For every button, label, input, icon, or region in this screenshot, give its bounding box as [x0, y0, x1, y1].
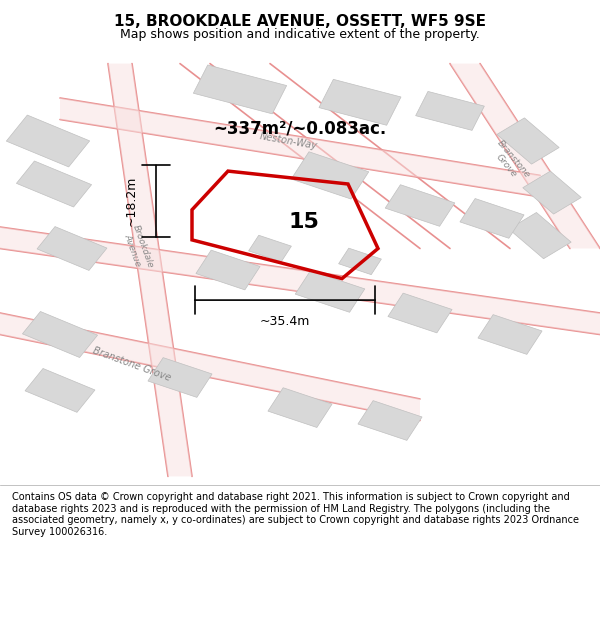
Text: Map shows position and indicative extent of the property.: Map shows position and indicative extent… — [120, 28, 480, 41]
Polygon shape — [148, 357, 212, 398]
Text: 15: 15 — [289, 212, 319, 232]
Text: Branstone Grove: Branstone Grove — [92, 346, 172, 383]
Polygon shape — [193, 65, 287, 114]
Polygon shape — [37, 227, 107, 271]
Text: Neston-Way: Neston-Way — [258, 131, 318, 151]
Polygon shape — [295, 271, 365, 312]
Polygon shape — [196, 250, 260, 290]
Polygon shape — [7, 115, 89, 167]
Polygon shape — [460, 199, 524, 238]
Polygon shape — [478, 314, 542, 354]
Polygon shape — [22, 311, 98, 358]
Polygon shape — [388, 293, 452, 333]
Text: 15, BROOKDALE AVENUE, OSSETT, WF5 9SE: 15, BROOKDALE AVENUE, OSSETT, WF5 9SE — [114, 14, 486, 29]
Polygon shape — [0, 313, 420, 421]
Polygon shape — [450, 64, 600, 249]
Polygon shape — [25, 369, 95, 413]
Polygon shape — [416, 91, 484, 131]
Polygon shape — [338, 248, 382, 274]
Polygon shape — [523, 171, 581, 214]
Polygon shape — [60, 98, 540, 197]
Polygon shape — [0, 227, 600, 334]
Text: ~337m²/~0.083ac.: ~337m²/~0.083ac. — [214, 119, 386, 137]
Polygon shape — [16, 161, 92, 207]
Polygon shape — [385, 185, 455, 226]
Polygon shape — [358, 401, 422, 441]
Polygon shape — [319, 79, 401, 125]
Text: Branstone
Grove: Branstone Grove — [488, 139, 532, 186]
Polygon shape — [291, 152, 369, 199]
Polygon shape — [497, 118, 559, 164]
Polygon shape — [509, 213, 571, 259]
Polygon shape — [108, 64, 192, 476]
Text: ~18.2m: ~18.2m — [125, 176, 138, 226]
Text: Contains OS data © Crown copyright and database right 2021. This information is : Contains OS data © Crown copyright and d… — [12, 492, 579, 537]
Text: Brookdale
Avenue: Brookdale Avenue — [121, 224, 155, 273]
Polygon shape — [268, 388, 332, 428]
Polygon shape — [248, 235, 292, 262]
Text: ~35.4m: ~35.4m — [260, 315, 310, 328]
